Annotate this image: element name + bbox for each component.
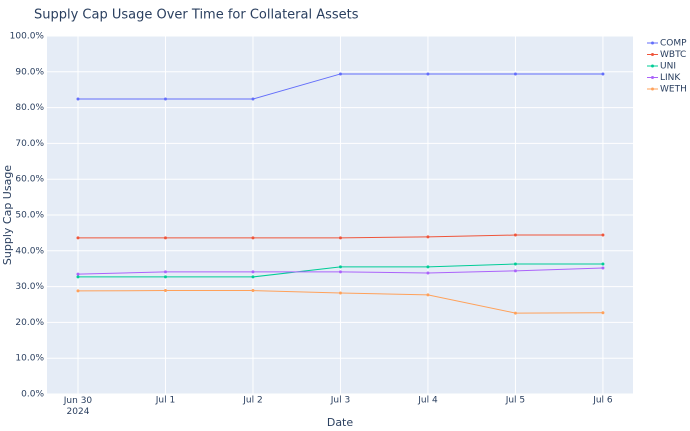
data-point bbox=[338, 72, 342, 76]
y-tick-label: 50.0% bbox=[15, 211, 44, 221]
data-point bbox=[426, 293, 430, 297]
x-axis-title: Date bbox=[327, 416, 354, 429]
data-point bbox=[251, 275, 255, 279]
legend-label: UNI bbox=[660, 62, 676, 72]
x-tick-label: Jul 5 bbox=[505, 396, 525, 406]
data-point bbox=[76, 272, 80, 276]
data-point bbox=[76, 97, 80, 101]
data-point bbox=[513, 269, 517, 273]
data-point bbox=[513, 233, 517, 237]
y-tick-label: 70.0% bbox=[15, 139, 44, 149]
legend-marker bbox=[651, 87, 654, 91]
data-point bbox=[601, 262, 605, 266]
data-point bbox=[601, 233, 605, 237]
data-point bbox=[601, 72, 605, 76]
data-point bbox=[338, 291, 342, 295]
data-point bbox=[163, 270, 167, 274]
y-tick-label: 90.0% bbox=[15, 67, 44, 77]
x-tick-label: Jul 2 bbox=[242, 396, 262, 406]
legend-marker bbox=[651, 53, 654, 56]
data-point bbox=[251, 270, 255, 274]
y-tick-label: 20.0% bbox=[15, 318, 44, 328]
y-tick-label: 80.0% bbox=[15, 103, 44, 113]
legend-label: WBTC bbox=[660, 50, 686, 60]
data-point bbox=[163, 97, 167, 101]
y-tick-label: 10.0% bbox=[15, 354, 44, 364]
data-point bbox=[601, 311, 605, 315]
data-point bbox=[601, 266, 605, 270]
data-point bbox=[426, 235, 430, 239]
data-point bbox=[163, 289, 167, 293]
data-point bbox=[513, 72, 517, 76]
chart-title: Supply Cap Usage Over Time for Collatera… bbox=[34, 8, 359, 23]
x-tick-label: Jul 1 bbox=[155, 396, 175, 406]
data-point bbox=[338, 270, 342, 274]
data-point bbox=[338, 265, 342, 269]
y-tick-label: 60.0% bbox=[15, 175, 44, 185]
data-point bbox=[251, 97, 255, 101]
data-point bbox=[76, 275, 80, 279]
x-tick-label: Jun 30 2024 bbox=[63, 396, 93, 417]
legend-label: COMP bbox=[660, 39, 687, 49]
legend-marker bbox=[651, 41, 654, 45]
data-point bbox=[163, 275, 167, 279]
data-point bbox=[163, 236, 167, 240]
y-tick-label: 0.0% bbox=[21, 390, 44, 400]
data-point bbox=[426, 72, 430, 76]
data-point bbox=[76, 289, 80, 293]
data-point bbox=[426, 265, 430, 269]
data-point bbox=[251, 236, 255, 240]
y-tick-label: 100.0% bbox=[10, 32, 45, 42]
data-point bbox=[426, 271, 430, 275]
y-axis-title: Supply Cap Usage bbox=[1, 165, 14, 265]
x-tick-label: Jul 3 bbox=[330, 396, 350, 406]
data-point bbox=[76, 236, 80, 240]
data-point bbox=[338, 236, 342, 240]
x-tick-label: Jul 4 bbox=[417, 396, 438, 406]
y-tick-label: 40.0% bbox=[15, 246, 44, 256]
legend-label: LINK bbox=[660, 73, 681, 83]
data-point bbox=[513, 262, 517, 266]
legend-marker bbox=[651, 64, 654, 68]
legend-marker bbox=[651, 76, 654, 79]
data-point bbox=[513, 311, 517, 315]
data-point bbox=[251, 289, 255, 293]
y-tick-label: 30.0% bbox=[15, 282, 44, 292]
x-tick-label: Jul 6 bbox=[592, 396, 613, 406]
legend-label: WETH bbox=[660, 85, 687, 95]
